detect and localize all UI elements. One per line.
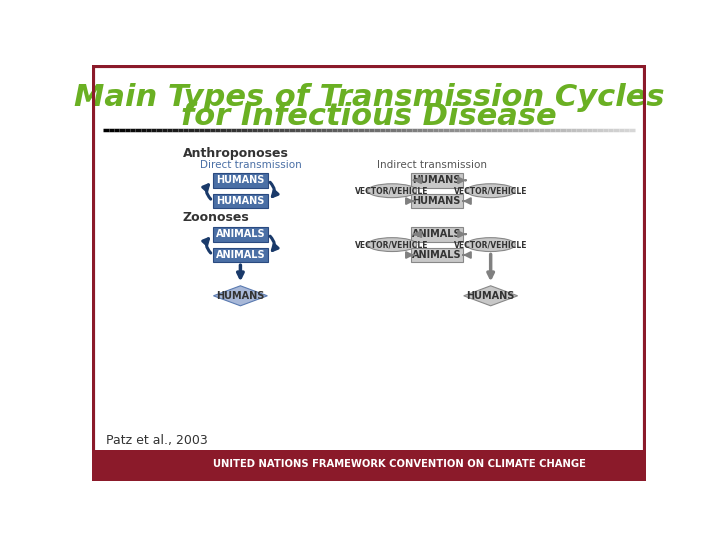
Text: VECTOR/VEHICLE: VECTOR/VEHICLE [356, 186, 429, 195]
Ellipse shape [466, 238, 516, 252]
Ellipse shape [367, 184, 417, 198]
Text: VECTOR/VEHICLE: VECTOR/VEHICLE [356, 240, 429, 249]
Polygon shape [213, 286, 267, 306]
Ellipse shape [466, 184, 516, 198]
FancyBboxPatch shape [212, 248, 268, 262]
Text: ANIMALS: ANIMALS [215, 229, 265, 239]
FancyBboxPatch shape [410, 194, 463, 208]
Text: ANIMALS: ANIMALS [215, 250, 265, 260]
Text: HUMANS: HUMANS [413, 176, 461, 185]
Text: HUMANS: HUMANS [467, 291, 515, 301]
Text: ANIMALS: ANIMALS [412, 229, 462, 239]
FancyBboxPatch shape [410, 248, 463, 262]
Text: Anthroponoses: Anthroponoses [183, 147, 289, 160]
Text: HUMANS: HUMANS [216, 291, 264, 301]
FancyBboxPatch shape [212, 227, 268, 241]
Text: Indirect transmission: Indirect transmission [377, 160, 487, 170]
FancyBboxPatch shape [212, 194, 268, 208]
Text: VECTOR/VEHICLE: VECTOR/VEHICLE [454, 240, 528, 249]
FancyBboxPatch shape [410, 173, 463, 187]
Ellipse shape [367, 238, 417, 252]
Text: HUMANS: HUMANS [413, 196, 461, 206]
Text: for Infectious Disease: for Infectious Disease [181, 102, 557, 131]
Polygon shape [464, 286, 518, 306]
Text: HUMANS: HUMANS [216, 176, 264, 185]
Text: UNITED NATIONS FRAMEWORK CONVENTION ON CLIMATE CHANGE: UNITED NATIONS FRAMEWORK CONVENTION ON C… [213, 460, 586, 469]
FancyBboxPatch shape [410, 227, 463, 241]
Text: Main Types of Transmission Cycles: Main Types of Transmission Cycles [73, 83, 665, 112]
Text: ANIMALS: ANIMALS [412, 250, 462, 260]
Bar [94, 450, 644, 479]
Text: HUMANS: HUMANS [216, 196, 264, 206]
FancyBboxPatch shape [212, 173, 268, 187]
Text: Zoonoses: Zoonoses [183, 211, 249, 224]
Text: VECTOR/VEHICLE: VECTOR/VEHICLE [454, 186, 528, 195]
Text: Direct transmission: Direct transmission [199, 160, 302, 170]
Text: Patz et al., 2003: Patz et al., 2003 [106, 434, 207, 447]
